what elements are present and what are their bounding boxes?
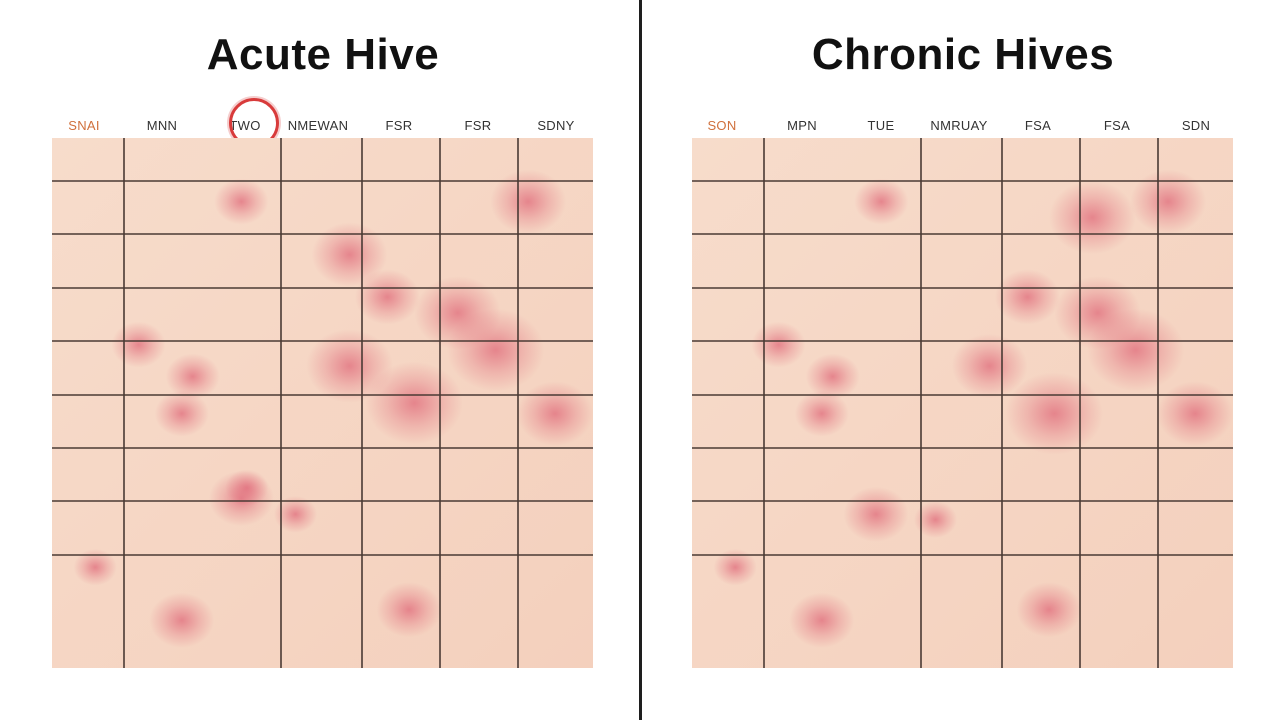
chronic-day-6: SDN (1181, 118, 1211, 133)
acute-day-3: NMEWAN (287, 118, 349, 133)
hive-patch (73, 548, 117, 586)
hive-patch (517, 381, 593, 446)
chronic-panel: Chronic Hives SON MPN TUE NMRUAY FSA FSA… (688, 0, 1248, 720)
hive-patch (751, 321, 806, 368)
chronic-day-4: FSA (1024, 118, 1052, 133)
hive-patch (214, 178, 269, 225)
hive-patch (1049, 180, 1136, 255)
acute-title: Acute Hive (206, 30, 440, 79)
acute-day-0: SNAI (68, 118, 100, 133)
hive-patch (951, 333, 1028, 399)
hive-patch (1016, 582, 1082, 638)
hive-patch (149, 592, 215, 648)
chronic-grid (692, 138, 1233, 668)
hive-patch (805, 353, 860, 400)
chronic-grid-svg (692, 138, 1233, 668)
skin-background (692, 138, 1233, 668)
chronic-day-1: MPN (787, 118, 817, 133)
chronic-title: Chronic Hives (811, 30, 1115, 79)
hive-patch (154, 390, 209, 437)
hive-patch (490, 169, 566, 234)
hive-patch (994, 269, 1060, 325)
hive-patch (789, 592, 855, 648)
hive-patch (365, 361, 464, 445)
hive-patch (225, 469, 269, 507)
hive-patch (1086, 308, 1185, 392)
hive-patch (854, 178, 909, 225)
hive-patch (843, 486, 909, 542)
hive-patch (111, 321, 166, 368)
hive-patch (446, 308, 545, 392)
acute-grid-svg (52, 138, 593, 668)
center-divider (639, 0, 642, 720)
hive-patch (713, 548, 757, 586)
acute-day-5: FSR (464, 118, 492, 133)
hive-patch (794, 390, 849, 437)
hive-patch (273, 495, 318, 533)
hive-patch (1005, 372, 1104, 455)
chronic-day-5: FSA (1103, 118, 1131, 133)
skin-background (52, 138, 593, 668)
acute-panel: Acute Hive SNAI MNN TWO NMEWAN FSR FSR S… (48, 0, 608, 720)
acute-day-6: SDNY (537, 118, 575, 133)
hive-patch (1157, 381, 1233, 446)
chronic-day-0: SON (707, 118, 737, 133)
acute-day-1: MNN (146, 118, 178, 133)
hive-patch (913, 501, 958, 538)
hive-patch (311, 222, 388, 287)
chronic-day-2: TUE (867, 118, 895, 133)
hive-patch (376, 582, 442, 638)
hive-patch (165, 353, 220, 400)
acute-day-4: FSR (385, 118, 413, 133)
chronic-day-3: NMRUAY (930, 118, 988, 133)
hive-patch (1130, 169, 1206, 234)
acute-grid (52, 138, 593, 668)
hive-patch (354, 269, 420, 325)
